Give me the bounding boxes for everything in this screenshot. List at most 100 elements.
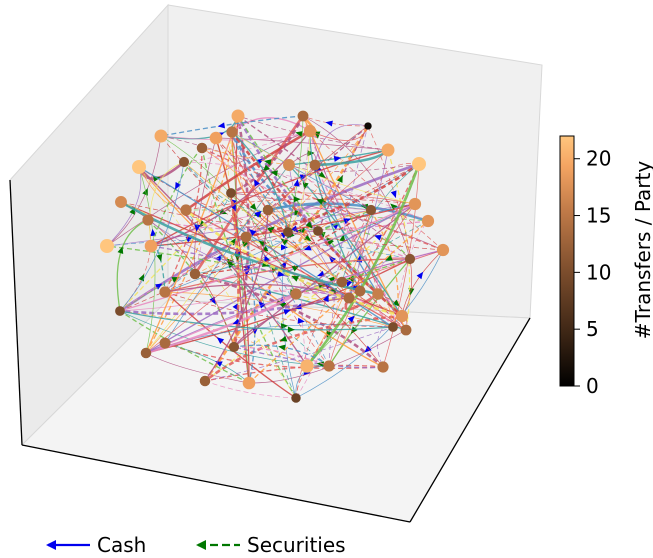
transfer-arrow-icon xyxy=(323,294,329,303)
transfer-edge xyxy=(215,137,407,331)
transfer-edge xyxy=(149,161,185,247)
transfer-edge xyxy=(183,161,343,283)
transfer-edge xyxy=(185,209,403,318)
transfer-edge xyxy=(164,291,297,399)
party-node xyxy=(115,196,127,208)
transfer-arrow-icon xyxy=(295,131,303,137)
transfer-edge xyxy=(230,192,416,205)
transfer-edge xyxy=(164,291,394,328)
transfer-arrow-icon xyxy=(253,178,261,187)
party-node xyxy=(323,360,335,372)
transfer-edge xyxy=(183,130,311,163)
axes-3d xyxy=(9,3,543,523)
transfer-arrow-icon xyxy=(229,238,236,246)
party-node xyxy=(226,188,236,198)
transfer-edge xyxy=(230,192,444,251)
transfer-edge xyxy=(231,131,250,384)
party-node xyxy=(159,337,171,349)
transfer-arrow-icon xyxy=(385,255,393,261)
party-node xyxy=(291,393,301,403)
transfer-arrow-icon xyxy=(339,234,346,242)
transfer-edge xyxy=(295,220,429,295)
transfer-edge xyxy=(231,131,416,205)
party-node xyxy=(231,109,245,123)
transfer-edge xyxy=(309,125,369,141)
party-node xyxy=(400,324,412,336)
transfer-arrow-icon xyxy=(333,155,342,162)
transfer-edge xyxy=(185,129,311,212)
party-node xyxy=(159,286,171,298)
transfer-edge xyxy=(288,164,379,295)
transfer-edge xyxy=(245,236,256,384)
transfer-edge xyxy=(145,352,250,384)
transfer-edge xyxy=(248,220,429,384)
transfer-arrow-icon xyxy=(293,196,301,203)
transfer-arrow-icon xyxy=(316,361,325,368)
party-node xyxy=(364,122,372,130)
transfer-edge xyxy=(145,249,444,354)
transfer-arrow-icon xyxy=(280,323,289,330)
transfer-arrow-icon xyxy=(316,199,324,205)
z-axis-line xyxy=(9,179,23,446)
party-node xyxy=(240,231,252,243)
transfer-edge xyxy=(230,115,305,195)
transfer-edge xyxy=(377,257,411,295)
party-node xyxy=(388,322,398,332)
colorbar-label: #Transfers / Party xyxy=(631,161,653,340)
party-node xyxy=(395,309,409,323)
transfer-edge xyxy=(194,209,372,275)
transfer-arrow-icon xyxy=(194,224,201,232)
transfer-edge xyxy=(183,161,429,222)
transfer-edge xyxy=(233,346,384,369)
transfer-edge xyxy=(302,115,407,331)
transfer-edge xyxy=(287,228,411,260)
transfer-arrow-icon xyxy=(305,221,313,229)
party-node xyxy=(154,129,168,143)
transfer-arrow-icon xyxy=(117,246,124,254)
transfer-arrow-icon xyxy=(327,237,334,246)
party-node xyxy=(196,142,208,154)
transfer-edge xyxy=(160,115,304,137)
transfer-edge xyxy=(233,346,330,367)
party-node xyxy=(226,126,238,138)
transfer-edge xyxy=(245,125,369,238)
transfer-edge xyxy=(288,163,420,172)
transfer-edge xyxy=(204,380,297,399)
party-node xyxy=(180,204,192,216)
party-node xyxy=(354,285,366,297)
transfer-edge xyxy=(248,329,407,384)
transfer-arrow-icon xyxy=(175,182,181,190)
transfer-arrow-icon xyxy=(328,276,336,283)
transfer-edge xyxy=(106,135,162,247)
transfer-arrow-icon xyxy=(416,271,424,280)
transfer-edge xyxy=(231,131,289,233)
colorbar: 0 5 10 15 20 #Transfers / Party xyxy=(559,135,653,398)
transfer-edge xyxy=(306,163,421,367)
transfer-arrow-icon xyxy=(287,326,295,333)
transfer-arrow-icon xyxy=(278,344,286,351)
transfer-edge xyxy=(193,115,305,275)
transfer-edge xyxy=(328,258,411,367)
transfer-edge xyxy=(295,209,372,399)
transfer-edge xyxy=(150,149,389,247)
transfer-arrow-icon xyxy=(293,179,300,187)
transfer-edge xyxy=(204,314,403,383)
party-node xyxy=(404,253,416,265)
legend-securities-label: Securities xyxy=(247,533,346,557)
transfer-edge xyxy=(119,163,420,312)
party-node xyxy=(189,268,201,280)
party-node xyxy=(115,306,125,316)
transfer-arrow-icon xyxy=(283,309,291,315)
transfer-edge xyxy=(233,203,416,348)
transfer-arrow-icon xyxy=(249,203,257,211)
party-node xyxy=(412,157,426,171)
party-node xyxy=(283,227,293,237)
transfer-edge xyxy=(382,163,420,368)
transfer-edge xyxy=(119,203,416,312)
party-node xyxy=(228,341,240,353)
party-node xyxy=(381,143,395,157)
transfer-arrow-icon xyxy=(280,238,289,246)
colorbar-tick-label: 20 xyxy=(586,147,611,171)
party-node xyxy=(178,156,190,168)
